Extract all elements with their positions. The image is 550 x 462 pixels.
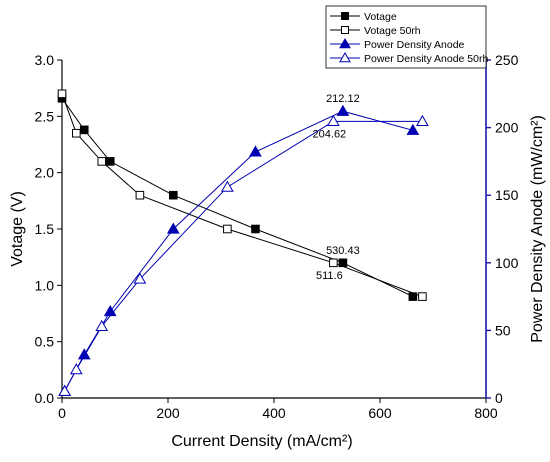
y-left-axis-title: Votage (V) bbox=[9, 191, 26, 267]
data-point bbox=[133, 272, 147, 284]
legend-marker bbox=[339, 51, 351, 63]
y-right-tick-label: 250 bbox=[495, 52, 519, 68]
data-point bbox=[77, 348, 91, 360]
y-left-tick-label: 3.0 bbox=[35, 52, 55, 68]
legend-label: Votage bbox=[364, 11, 397, 23]
y-right-tick-label: 0 bbox=[495, 390, 503, 406]
annotation-label: 212.12 bbox=[326, 93, 360, 105]
legend-label: Votage 50rh bbox=[364, 25, 421, 37]
data-point bbox=[223, 224, 232, 234]
annotations: 212.12 204.62 530.43 511.6 bbox=[313, 93, 360, 282]
y-left-tick-label: 0.5 bbox=[35, 334, 55, 350]
y-right-tick-label: 200 bbox=[495, 120, 519, 136]
y-right-tick-label: 150 bbox=[495, 187, 519, 203]
y-left-ticks: 0.0 0.5 1.0 1.5 2.0 2.5 3.0 bbox=[35, 52, 62, 406]
y-left-tick-label: 2.5 bbox=[35, 108, 55, 124]
y-right-tick-label: 50 bbox=[495, 322, 511, 338]
annotation-label: 530.43 bbox=[326, 245, 360, 257]
x-tick-label: 0 bbox=[58, 405, 66, 421]
x-tick-label: 200 bbox=[156, 405, 180, 421]
legend-marker bbox=[341, 26, 349, 34]
x-axis-title: Current Density (mA/cm²) bbox=[171, 433, 352, 450]
series-line bbox=[64, 120, 423, 392]
annotation-label: 204.62 bbox=[313, 128, 347, 140]
data-point bbox=[416, 114, 429, 126]
data-point bbox=[336, 104, 350, 116]
annotation-label: 511.6 bbox=[316, 270, 343, 282]
series-2 bbox=[57, 89, 427, 301]
series-line bbox=[61, 93, 423, 298]
legend-label: Power Density Anode 50rh bbox=[364, 53, 488, 65]
series-4 bbox=[58, 114, 429, 396]
legend-marker bbox=[339, 37, 351, 49]
x-ticks: 0 200 400 600 800 bbox=[58, 398, 498, 421]
legend: Votage Votage 50rh Power Density Anode Powe… bbox=[325, 5, 488, 69]
y-left-tick-label: 1.0 bbox=[35, 277, 55, 293]
data-point bbox=[95, 319, 109, 331]
series-line bbox=[61, 98, 414, 298]
y-right-tick-label: 100 bbox=[495, 255, 519, 271]
data-point bbox=[79, 125, 89, 135]
y-left-tick-label: 1.5 bbox=[35, 221, 55, 237]
y-right-axis-title: Power Density Anode (mW/cm²) bbox=[529, 115, 546, 343]
legend-label: Power Density Anode bbox=[364, 39, 465, 51]
series-3 bbox=[58, 104, 420, 396]
data-point bbox=[105, 157, 115, 166]
data-point bbox=[72, 128, 81, 138]
data-point bbox=[406, 123, 420, 135]
y-left-tick-label: 2.0 bbox=[35, 165, 55, 181]
legend-marker bbox=[341, 12, 349, 20]
series-line bbox=[64, 110, 413, 392]
series-1 bbox=[57, 94, 418, 301]
x-tick-label: 800 bbox=[474, 405, 498, 421]
data-point bbox=[249, 145, 262, 157]
x-tick-label: 400 bbox=[262, 405, 286, 421]
data-point bbox=[69, 363, 83, 375]
data-point bbox=[166, 222, 180, 234]
data-point bbox=[135, 190, 145, 200]
data-point bbox=[220, 180, 234, 192]
data-point bbox=[418, 292, 427, 301]
data-point bbox=[169, 190, 178, 200]
data-point bbox=[57, 89, 67, 99]
data-point bbox=[251, 224, 260, 234]
y-right-ticks: 0 50 100 150 200 250 bbox=[486, 52, 519, 406]
data-point bbox=[58, 384, 72, 396]
data-point bbox=[329, 258, 338, 268]
x-tick-label: 600 bbox=[368, 405, 392, 421]
y-left-tick-label: 0.0 bbox=[35, 390, 55, 406]
series-layer bbox=[57, 89, 429, 396]
data-point bbox=[326, 114, 340, 126]
data-point bbox=[97, 157, 107, 166]
